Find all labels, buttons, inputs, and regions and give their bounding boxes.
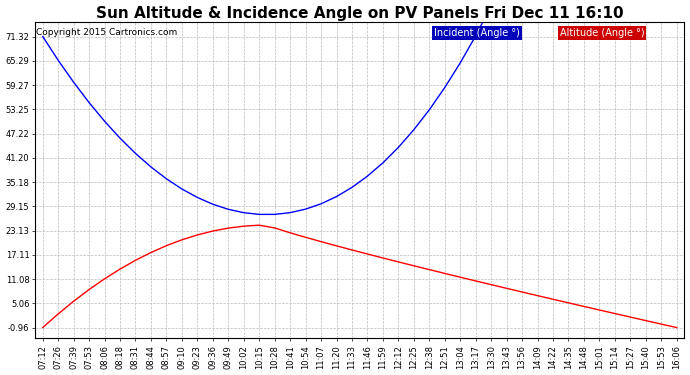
Text: Copyright 2015 Cartronics.com: Copyright 2015 Cartronics.com [37,28,177,37]
Title: Sun Altitude & Incidence Angle on PV Panels Fri Dec 11 16:10: Sun Altitude & Incidence Angle on PV Pan… [96,6,624,21]
Text: Altitude (Angle °): Altitude (Angle °) [560,28,644,38]
Text: Incident (Angle °): Incident (Angle °) [435,28,520,38]
